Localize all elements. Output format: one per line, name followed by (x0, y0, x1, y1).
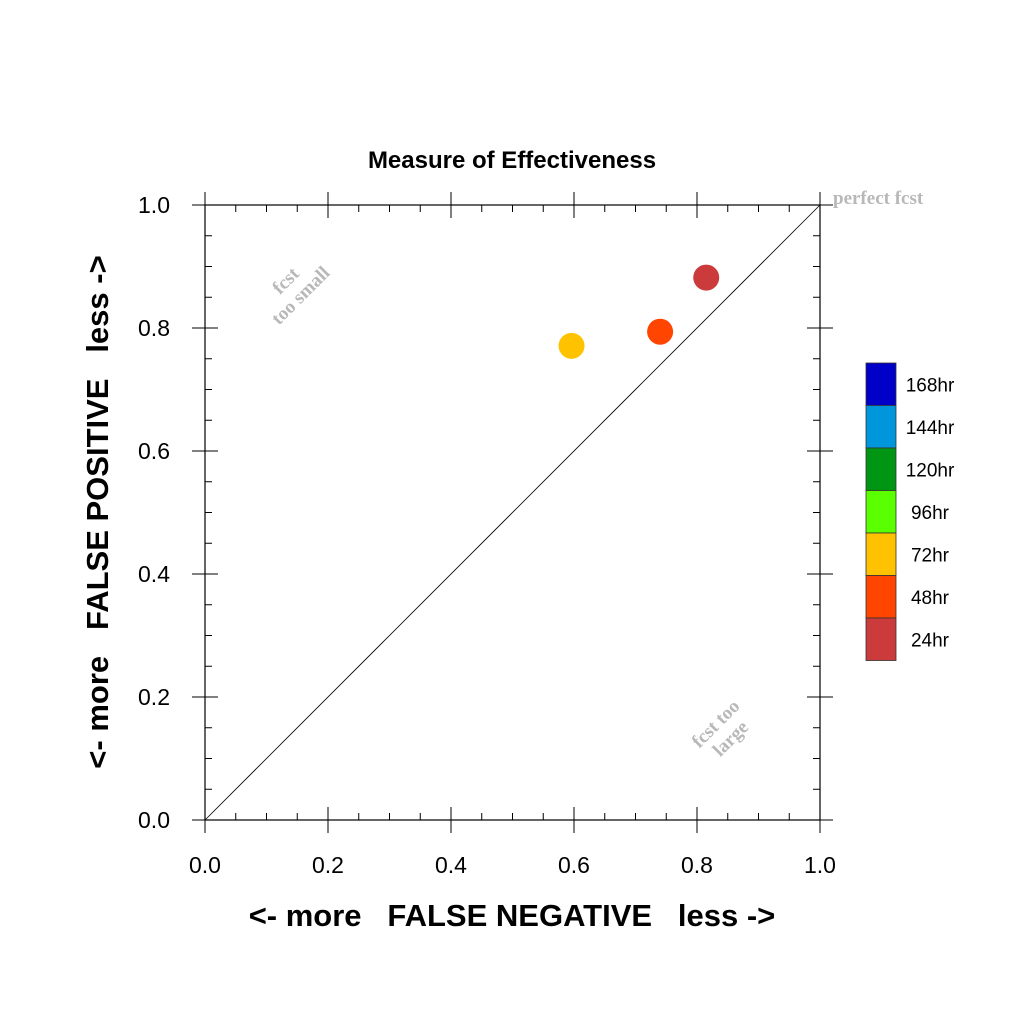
legend-label-168hr: 168hr (906, 375, 955, 396)
x-tick-label: 0.6 (558, 852, 590, 878)
y-tick-label: 0.6 (138, 438, 170, 464)
legend-label-144hr: 144hr (906, 418, 955, 439)
x-tick-label: 0.2 (312, 852, 344, 878)
point-48hr (647, 318, 674, 345)
legend-swatch-48hr (865, 575, 897, 619)
legend-swatch-120hr (865, 447, 897, 491)
legend-swatch-144hr (865, 405, 897, 449)
y-tick-label: 1.0 (138, 192, 170, 218)
legend-label-72hr: 72hr (911, 545, 950, 566)
x-tick-label: 1.0 (804, 852, 836, 878)
too-small-note: fcst too small (268, 263, 335, 330)
x-tick-label: 0.8 (681, 852, 713, 878)
legend-swatch-24hr (865, 617, 897, 661)
legend-label-96hr: 96hr (911, 503, 950, 524)
y-tick-label: 0.2 (138, 684, 170, 710)
legend-swatch-96hr (865, 490, 897, 534)
perfect-fcst-note: perfect fcst (833, 188, 924, 209)
data-points (558, 264, 720, 359)
x-tick-label: 0.0 (189, 852, 221, 878)
point-24hr (693, 264, 720, 291)
chart-title: Measure of Effectiveness (368, 147, 656, 174)
y-tick-label: 0.4 (138, 561, 170, 587)
too-small-line-2: too small (268, 263, 335, 330)
y-tick-label: 0.8 (138, 315, 170, 341)
legend-label-120hr: 120hr (906, 460, 955, 481)
axis-ticks (192, 192, 833, 833)
point-72hr (558, 332, 585, 359)
too-large-note: fcst too large (688, 696, 753, 761)
x-tick-label: 0.4 (435, 852, 467, 878)
legend-label-48hr: 48hr (911, 588, 950, 609)
legend-label-24hr: 24hr (911, 630, 950, 651)
perfect-forecast-line (204, 204, 821, 821)
y-axis-label: <- more FALSE POSITIVE less -> (80, 255, 115, 768)
x-axis-label: <- more FALSE NEGATIVE less -> (249, 898, 776, 933)
legend-swatch-72hr (865, 532, 897, 576)
tick-labels: 0.0 0.2 0.4 0.6 0.8 1.0 0.0 0.2 0.4 0.6 0.8 1.0 (138, 192, 836, 878)
y-tick-label: 0.0 (138, 807, 170, 833)
legend-swatch-168hr (865, 362, 897, 406)
legend: 168hr 144hr 120hr 96hr 72hr 48hr 24hr (865, 362, 955, 661)
